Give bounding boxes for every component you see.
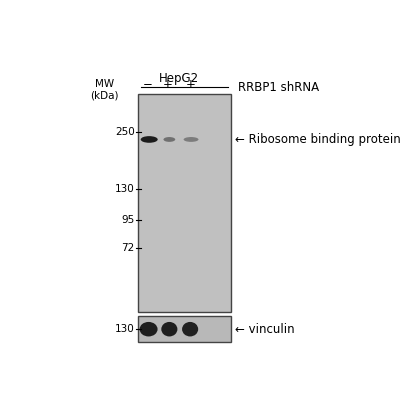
Ellipse shape [182,322,198,336]
Text: RRBP1 shRNA: RRBP1 shRNA [238,81,319,94]
Text: 130: 130 [115,324,135,334]
Ellipse shape [161,322,178,336]
Text: ← vinculin: ← vinculin [235,323,295,336]
Ellipse shape [141,136,158,143]
Text: MW
(kDa): MW (kDa) [90,79,118,101]
Text: ← Ribosome binding protein 1: ← Ribosome binding protein 1 [235,133,400,146]
Text: +: + [163,78,173,91]
Bar [138,94,231,312]
Text: −: − [143,78,152,91]
Text: 95: 95 [121,215,135,225]
Ellipse shape [140,322,158,336]
Text: +: + [186,78,196,91]
Ellipse shape [184,137,198,142]
Ellipse shape [164,137,175,142]
Text: 250: 250 [115,127,135,137]
Text: HepG2: HepG2 [158,72,199,85]
Bar [138,316,231,342]
Text: 72: 72 [121,243,135,253]
Text: 130: 130 [115,184,135,195]
